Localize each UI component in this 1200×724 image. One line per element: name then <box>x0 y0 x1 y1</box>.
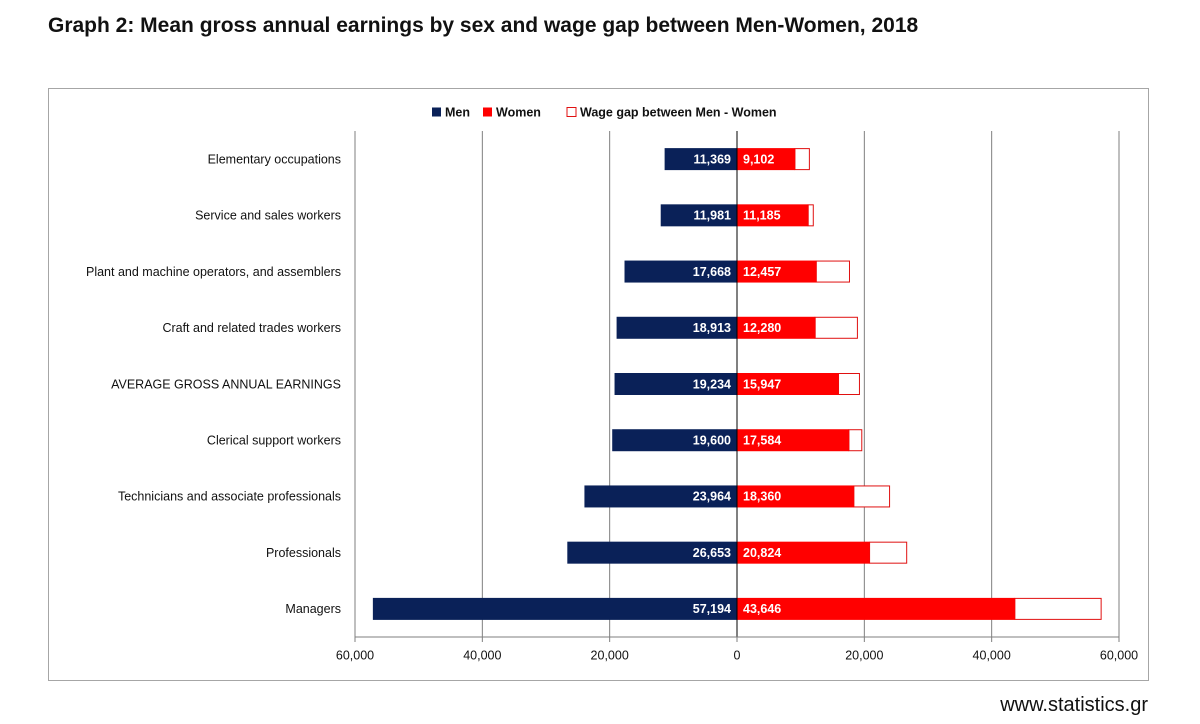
legend-wage-gap-swatch <box>566 107 577 117</box>
data-label-men: 19,234 <box>693 377 731 391</box>
data-label-men: 11,369 <box>693 152 731 166</box>
bar-men <box>612 429 737 452</box>
data-label-women: 9,102 <box>743 152 774 166</box>
x-tick-label: 40,000 <box>973 648 1011 662</box>
category-label: AVERAGE GROSS ANNUAL EARNINGS <box>111 377 341 391</box>
bar-men <box>372 597 737 620</box>
data-label-women: 43,646 <box>743 602 781 616</box>
category-label: Managers <box>285 602 341 616</box>
bar-wage-gap <box>794 148 810 171</box>
data-label-women: 18,360 <box>743 490 781 504</box>
legend-wage-gap-label: Wage gap between Men - Women <box>580 105 777 119</box>
x-tick-label: 20,000 <box>591 648 629 662</box>
bar-wage-gap <box>853 485 891 508</box>
bar-men <box>584 485 737 508</box>
data-label-women: 20,824 <box>743 546 781 560</box>
data-label-men: 11,981 <box>693 209 731 223</box>
legend-women-label: Women <box>496 105 541 119</box>
data-label-women: 12,280 <box>743 321 781 335</box>
chart-svg: 11,369 9,102 Elementary occupations 11,981 1… <box>86 105 1138 662</box>
category-label: Service and sales workers <box>195 209 341 223</box>
bar-wage-gap <box>869 541 908 564</box>
bar-wage-gap <box>838 373 860 395</box>
bar-wage-gap <box>1014 597 1102 620</box>
category-label: Elementary occupations <box>208 152 341 166</box>
page-title: Graph 2: Mean gross annual earnings by s… <box>48 14 919 37</box>
legend-men-label: Men <box>445 105 470 119</box>
bar-women <box>737 429 849 452</box>
data-label-men: 26,653 <box>693 546 731 560</box>
bar-men <box>614 373 737 395</box>
x-tick-label: 40,000 <box>463 648 501 662</box>
data-label-men: 19,600 <box>693 434 731 448</box>
data-label-women: 11,185 <box>743 209 781 223</box>
data-label-women: 17,584 <box>743 434 781 448</box>
category-label: Technicians and associate professionals <box>118 490 341 504</box>
data-label-men: 17,668 <box>693 265 731 279</box>
bar-wage-gap <box>848 429 863 452</box>
bar-women <box>737 148 795 171</box>
data-label-women: 15,947 <box>743 377 781 391</box>
data-label-men: 18,913 <box>693 321 731 335</box>
category-label: Craft and related trades workers <box>162 321 341 335</box>
bar-women <box>737 260 817 283</box>
category-label: Plant and machine operators, and assembl… <box>86 265 341 279</box>
data-label-women: 12,457 <box>743 265 781 279</box>
footer-website: www.statistics.gr <box>1000 694 1148 716</box>
bar-women <box>737 316 816 339</box>
category-label: Clerical support workers <box>207 434 341 448</box>
bar-wage-gap <box>814 316 858 339</box>
bar-men <box>616 316 737 339</box>
bar-men <box>660 204 737 227</box>
bar-women <box>737 204 809 227</box>
bar-women <box>737 485 854 508</box>
bar-women <box>737 373 839 395</box>
bar-men <box>624 260 737 283</box>
data-label-men: 23,964 <box>693 490 731 504</box>
x-tick-label: 60,000 <box>1100 648 1138 662</box>
bar-wage-gap <box>807 204 814 227</box>
x-tick-label: 0 <box>734 648 741 662</box>
chart-frame: 11,369 9,102 Elementary occupations 11,981 1… <box>48 88 1149 681</box>
bar-wage-gap <box>815 260 850 283</box>
category-label: Professionals <box>266 546 341 560</box>
data-label-men: 57,194 <box>693 602 731 616</box>
x-tick-label: 20,000 <box>845 648 883 662</box>
x-tick-label: 60,000 <box>336 648 374 662</box>
legend-women-swatch <box>483 107 492 117</box>
bar-women <box>737 541 870 564</box>
bar-women <box>737 597 1015 620</box>
bar-men <box>567 541 737 564</box>
legend-men-swatch <box>432 107 441 117</box>
bar-men <box>664 148 737 171</box>
